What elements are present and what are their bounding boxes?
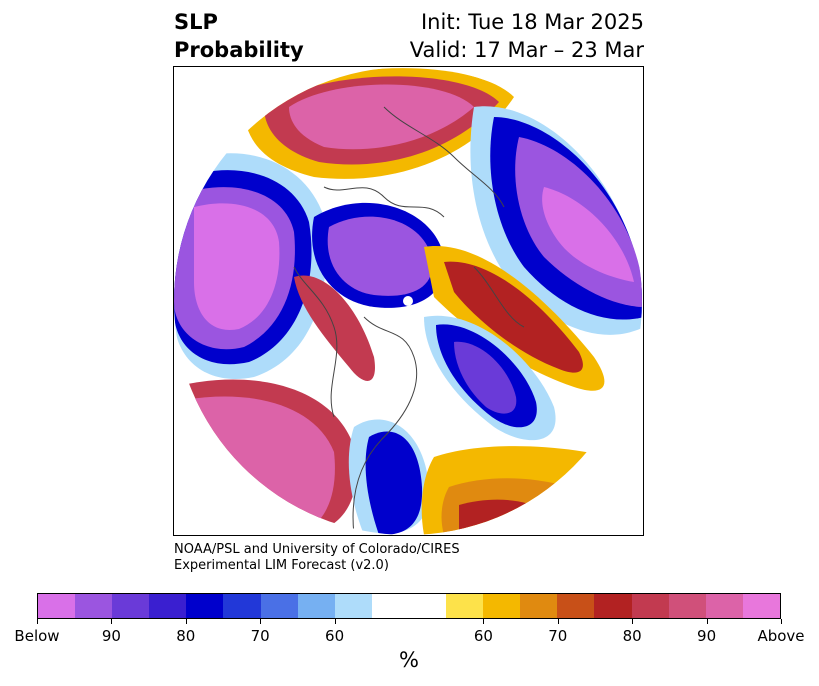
colorbar-tick-label: 70 xyxy=(250,627,270,645)
credit-line-2: Experimental LIM Forecast (v2.0) xyxy=(174,558,389,573)
colorbar-tick-label: 70 xyxy=(548,627,568,645)
colorbar-segment xyxy=(112,594,150,618)
colorbar-tick-mark xyxy=(707,619,708,624)
title-right: Init: Tue 18 Mar 2025 Valid: 17 Mar – 23… xyxy=(410,8,644,64)
polar-probability-map xyxy=(174,67,642,535)
colorbar-segment xyxy=(38,594,76,618)
colorbar-tick-mark xyxy=(558,619,559,624)
colorbar-segment xyxy=(334,594,372,618)
colorbar-segment xyxy=(297,594,335,618)
map-panel xyxy=(173,66,644,536)
colorbar-tick-label: 80 xyxy=(622,627,642,645)
colorbar-unit: % xyxy=(399,648,419,672)
colorbar-segment xyxy=(557,594,595,618)
credit: NOAA/PSL and University of Colorado/CIRE… xyxy=(174,542,460,574)
colorbar-segment xyxy=(483,594,521,618)
colorbar-tick-label: Below xyxy=(14,627,60,645)
colorbar-tick-mark xyxy=(37,619,38,624)
title-variable-type: Probability xyxy=(174,38,304,62)
colorbar-tick-mark xyxy=(781,619,782,624)
colorbar xyxy=(37,593,781,619)
title-variable: SLP xyxy=(174,10,218,34)
north-pole-marker xyxy=(403,296,413,306)
colorbar-tick-mark xyxy=(632,619,633,624)
colorbar-tick-mark xyxy=(111,619,112,624)
title-left: SLP Probability xyxy=(174,8,304,64)
colorbar-segment xyxy=(705,594,743,618)
colorbar-segment xyxy=(408,594,447,618)
colorbar-tick-label: 90 xyxy=(697,627,717,645)
colorbar-segment xyxy=(260,594,298,618)
colorbar-segment xyxy=(668,594,706,618)
colorbar-tick-label: Above xyxy=(757,627,805,645)
colorbar-segment xyxy=(631,594,669,618)
colorbar-segment xyxy=(75,594,113,618)
colorbar-segment xyxy=(594,594,632,618)
colorbar-segment xyxy=(149,594,187,618)
colorbar-tick-mark xyxy=(260,619,261,624)
valid-range: Valid: 17 Mar – 23 Mar xyxy=(409,38,644,62)
colorbar-tick-label: 80 xyxy=(176,627,196,645)
init-date: Init: Tue 18 Mar 2025 xyxy=(420,10,644,34)
credit-line-1: NOAA/PSL and University of Colorado/CIRE… xyxy=(174,542,460,557)
colorbar-tick-label: 90 xyxy=(101,627,121,645)
colorbar-tick-mark xyxy=(335,619,336,624)
colorbar-segment xyxy=(223,594,261,618)
colorbar-tick-label: 60 xyxy=(473,627,493,645)
colorbar-tick-mark xyxy=(186,619,187,624)
colorbar-segment xyxy=(446,594,484,618)
colorbar-segment xyxy=(520,594,558,618)
colorbar-segment xyxy=(742,594,780,618)
colorbar-segment xyxy=(186,594,224,618)
colorbar-segment xyxy=(371,594,409,618)
colorbar-tick-mark xyxy=(483,619,484,624)
colorbar-tick-label: 60 xyxy=(325,627,345,645)
